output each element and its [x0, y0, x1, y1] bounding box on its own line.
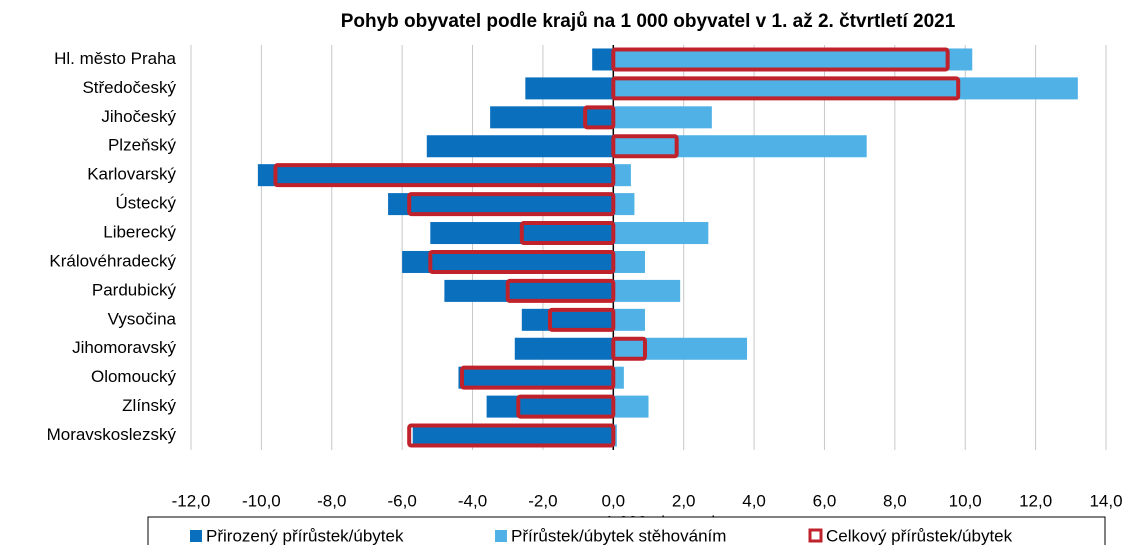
bar [613, 395, 649, 418]
bar [426, 135, 614, 158]
y-tick-label: Jihomoravský [72, 338, 176, 357]
bar [412, 424, 614, 447]
bar [444, 279, 614, 302]
bar [486, 395, 614, 418]
bar [613, 48, 973, 71]
total-bar [407, 423, 616, 448]
x-tick-label: 0,0 [601, 491, 625, 510]
x-tick-label: -12,0 [172, 491, 211, 510]
total-bar [273, 163, 616, 188]
bar [613, 366, 624, 389]
bar [613, 337, 748, 360]
x-tick-label: 2,0 [672, 491, 696, 510]
y-tick-label: Zlínský [122, 396, 176, 415]
total-bar [583, 105, 616, 130]
bar [525, 77, 614, 100]
x-tick-label: -4,0 [458, 491, 487, 510]
bar [613, 250, 645, 273]
y-tick-label: Jihočeský [101, 107, 176, 126]
bar [592, 48, 614, 71]
y-tick-label: Plzeňský [108, 136, 177, 155]
bar [613, 77, 1078, 100]
legend-box [147, 516, 1106, 545]
x-tick-label: 12,0 [1019, 491, 1052, 510]
bar [458, 366, 614, 389]
total-bar [459, 365, 616, 390]
total-bar [505, 278, 616, 303]
legend-label: Celkový přírůstek/úbytek [826, 526, 1013, 545]
bar [402, 250, 614, 273]
bar [613, 164, 631, 187]
y-tick-label: Středočeský [82, 78, 176, 97]
total-bar [428, 249, 616, 274]
x-tick-label: -8,0 [317, 491, 346, 510]
bar [613, 193, 635, 216]
y-tick-label: Pardubický [92, 280, 177, 299]
x-tick-label: -6,0 [388, 491, 417, 510]
y-tick-label: Vysočina [108, 309, 177, 328]
x-tick-label: 10,0 [949, 491, 982, 510]
total-bar [611, 336, 647, 361]
bar [613, 106, 712, 129]
total-bar [611, 47, 950, 72]
total-bar [547, 307, 616, 332]
y-tick-label: Královéhradecký [49, 251, 176, 270]
x-tick-label: 6,0 [813, 491, 837, 510]
legend-swatch [808, 528, 823, 543]
total-bar [611, 76, 961, 101]
y-tick-label: Ústecký [116, 194, 177, 213]
legend-label: Přirozený přírůstek/úbytek [206, 526, 404, 545]
bar [613, 222, 709, 245]
bar [490, 106, 614, 129]
total-bar [407, 192, 616, 217]
legend-swatch [190, 530, 202, 542]
y-tick-label: Moravskoslezský [47, 425, 177, 444]
chart-title: Pohyb obyvatel podle krajů na 1 000 obyv… [341, 11, 956, 32]
x-tick-label: 4,0 [742, 491, 766, 510]
legend-label: Přírůstek/úbytek stěhováním [511, 526, 726, 545]
x-tick-label: 8,0 [883, 491, 907, 510]
y-tick-label: Hl. město Praha [54, 49, 176, 68]
y-tick-label: Karlovarský [87, 165, 176, 184]
y-tick-label: Olomoucký [91, 367, 177, 386]
bar [388, 193, 614, 216]
total-bar [519, 221, 616, 246]
total-bar [516, 394, 616, 419]
x-tick-label: -2,0 [528, 491, 557, 510]
legend-swatch [495, 530, 507, 542]
x-tick-label: 14,0 [1089, 491, 1122, 510]
bar [514, 337, 614, 360]
bar [521, 308, 614, 331]
total-bar [611, 134, 679, 159]
bar [613, 308, 645, 331]
bar [613, 135, 867, 158]
y-tick-label: Liberecký [103, 223, 176, 242]
bar [257, 164, 614, 187]
bar [613, 279, 681, 302]
x-tick-label: -10,0 [242, 491, 281, 510]
